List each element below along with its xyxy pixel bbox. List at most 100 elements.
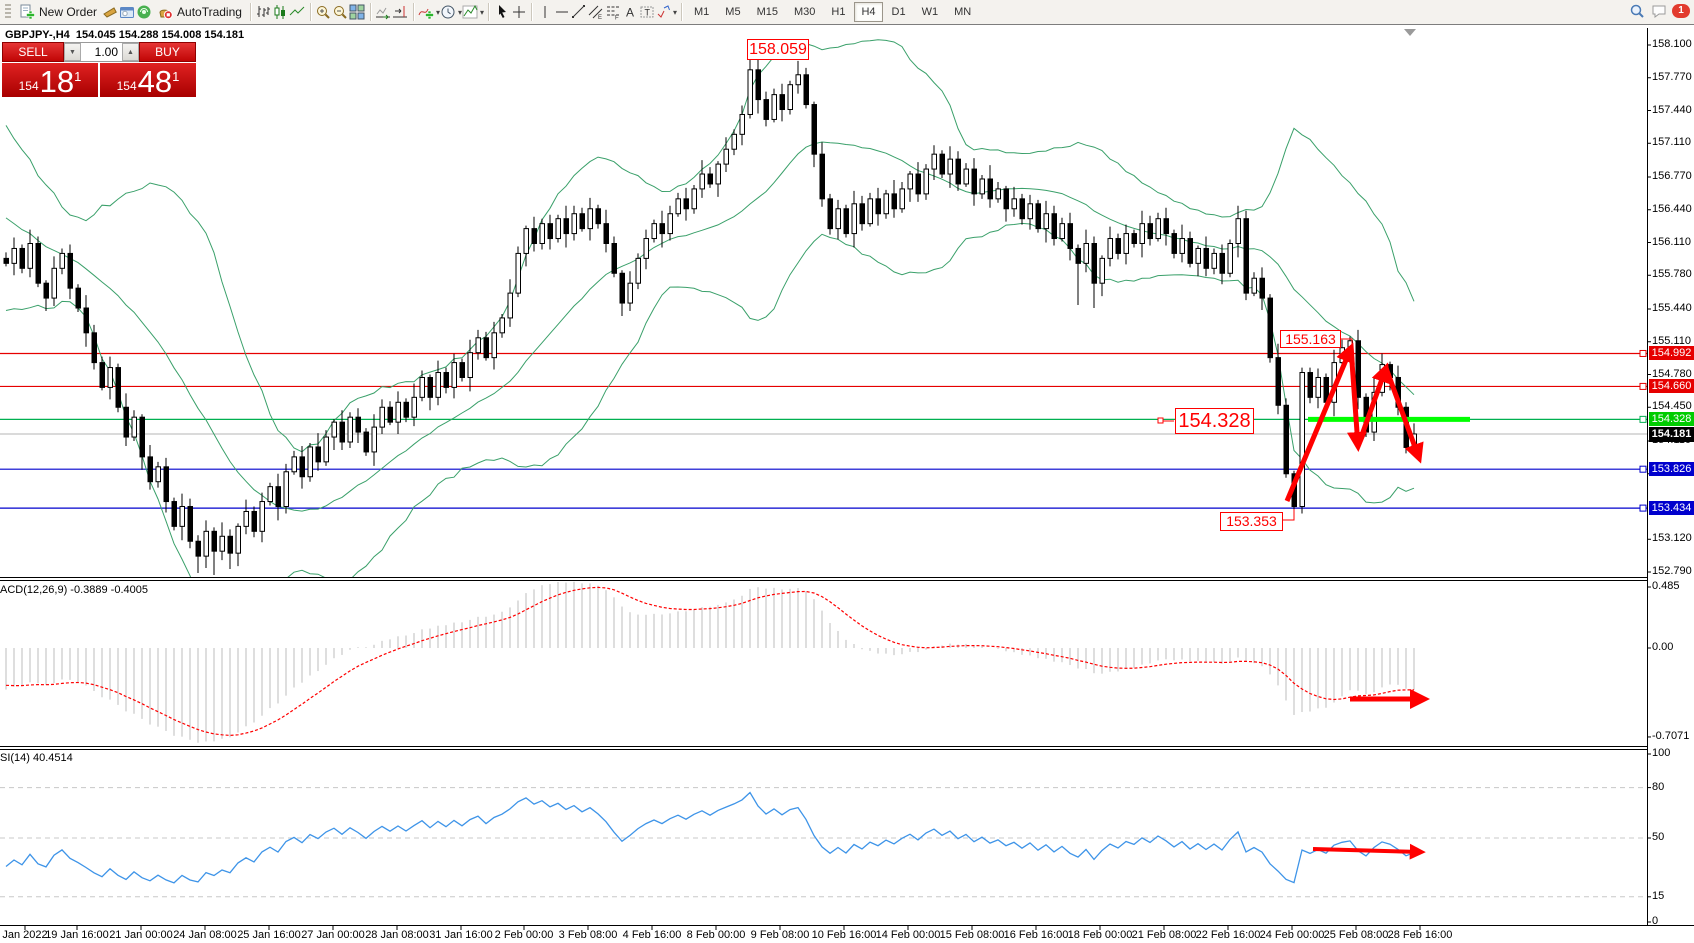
candle-body (1171, 233, 1177, 254)
candle-body (139, 416, 145, 458)
fibonacci-icon-button[interactable]: F (604, 4, 621, 21)
template-dropdown-arrow[interactable]: ▾ (479, 7, 484, 17)
cursor-icon-button[interactable] (493, 4, 510, 21)
candle-body (1187, 238, 1193, 264)
candle-body (67, 252, 73, 289)
text-label-icon-button[interactable]: T (638, 4, 655, 21)
time-axis-label: 28 Jan 08:00 (365, 929, 429, 941)
signals-icon-button[interactable] (135, 4, 152, 21)
time-axis-label: 10 Feb 16:00 (811, 929, 877, 941)
candle-body (627, 282, 633, 304)
auto-scroll-icon-button[interactable] (375, 4, 392, 21)
autotrading-icon (156, 4, 173, 21)
candle-body (1003, 188, 1009, 210)
bollinger-bands-layer (5, 39, 1415, 577)
candle-body (171, 501, 177, 527)
notification-badge[interactable]: 1 (1672, 3, 1690, 18)
tile-windows-icon-button[interactable] (349, 4, 366, 21)
time-axis-label: 22 Feb 16:00 (1195, 929, 1261, 941)
candle-body (1203, 247, 1209, 269)
time-axis-label: 27 Jan 00:00 (301, 929, 365, 941)
sell-price-pips: 18 (39, 64, 75, 99)
chart-window-icon-button[interactable] (118, 4, 135, 21)
indicators-dropdown-arrow[interactable]: ▾ (435, 7, 440, 17)
sell-button[interactable]: SELL (2, 42, 64, 62)
zigzag-arrow-segment (1347, 347, 1367, 452)
candle-body (539, 223, 545, 244)
price-callout-support[interactable]: 154.328 (1175, 408, 1254, 434)
candle-body (19, 247, 25, 269)
tab-timeframe-m5[interactable]: M5 (725, 6, 741, 18)
candle-body (907, 173, 913, 190)
candle-body (651, 223, 657, 240)
candle-body (547, 223, 553, 240)
autotrading-button[interactable]: AutoTrading (152, 2, 246, 23)
indicators-icon-button[interactable] (418, 4, 435, 21)
candle-body (83, 307, 89, 334)
zoom-in-icon-button[interactable] (315, 4, 332, 21)
crosshair-icon-button[interactable] (510, 4, 527, 21)
arrows-icon-button[interactable] (655, 4, 672, 21)
chat-icon-button[interactable] (1650, 2, 1667, 19)
period-clock-icon-button[interactable] (440, 4, 457, 21)
candle-body (811, 104, 817, 155)
volume-increase-button[interactable]: ▲ (122, 43, 139, 61)
candle-body (291, 456, 297, 473)
toolbar-grip[interactable] (5, 4, 11, 20)
new-order-button[interactable]: New Order (14, 2, 101, 23)
arrows-dropdown-arrow[interactable]: ▾ (673, 7, 678, 17)
candle-body (923, 168, 929, 195)
tab-timeframe-d1[interactable]: D1 (891, 6, 906, 18)
time-axis-label: 19 Jan 16:00 (45, 929, 109, 941)
candlestick-icon-button[interactable] (272, 4, 289, 21)
chart-shift-icon-button[interactable] (392, 4, 409, 21)
buy-price-figure: 154 (116, 79, 137, 93)
candle-body (347, 416, 353, 443)
line-chart-icon-button[interactable] (289, 4, 306, 21)
time-axis-label: 9 Feb 08:00 (750, 929, 810, 941)
candle-body (3, 257, 9, 264)
candle-body (1355, 340, 1361, 398)
candle-body (235, 525, 241, 554)
candle-body (851, 203, 857, 235)
candle-body (227, 535, 233, 554)
rsi-trend-arrow (1312, 843, 1426, 860)
vertical-line-icon-button[interactable] (536, 4, 553, 21)
trendline-icon-button[interactable] (570, 4, 587, 21)
price-callout-swing-high[interactable]: 155.163 (1280, 330, 1341, 348)
time-axis-label: Jan 2022 (2, 929, 48, 941)
sell-price-panel[interactable]: 154 18 1 (2, 63, 98, 97)
level-lines-layer (0, 352, 1647, 509)
buy-price-panel[interactable]: 154 48 1 (100, 63, 196, 97)
price-callout-swing-low[interactable]: 153.353 (1220, 512, 1283, 531)
price-callout-peak[interactable]: 158.059 (747, 39, 809, 60)
tab-timeframe-m15[interactable]: M15 (756, 6, 778, 18)
tab-timeframe-m1[interactable]: M1 (694, 6, 710, 18)
horn-icon-button[interactable] (101, 4, 118, 21)
search-icon-button[interactable] (1628, 2, 1645, 19)
volume-input[interactable]: 1.00 (94, 45, 118, 59)
period-dropdown-arrow[interactable]: ▾ (457, 7, 462, 17)
candle-body (331, 421, 337, 438)
zoom-out-icon-button[interactable] (332, 4, 349, 21)
tab-timeframe-h1[interactable]: H1 (831, 6, 846, 18)
tab-timeframe-w1[interactable]: W1 (921, 6, 939, 18)
tab-timeframe-h4[interactable]: H4 (854, 2, 883, 22)
horizontal-line-icon-button[interactable] (553, 4, 570, 21)
candle-body (283, 471, 289, 508)
candle-body (675, 198, 681, 215)
candle-body (187, 506, 193, 542)
candle-body (979, 178, 985, 195)
tab-timeframe-mn[interactable]: MN (954, 6, 972, 18)
candle-body (699, 173, 705, 190)
bollinger-band-line (5, 141, 1415, 512)
macd-indicator-label: ACD(12,26,9) -0.3889 -0.4005 (0, 584, 148, 596)
template-icon-button[interactable] (462, 4, 479, 21)
tab-timeframe-m30[interactable]: M30 (793, 6, 816, 18)
text-icon-button[interactable]: A (621, 4, 638, 21)
bar-chart-icon-button[interactable] (255, 4, 272, 21)
equidistant-channel-icon-button[interactable]: E (587, 4, 604, 21)
volume-decrease-button[interactable]: ▼ (64, 43, 81, 61)
buy-button[interactable]: BUY (139, 42, 196, 62)
